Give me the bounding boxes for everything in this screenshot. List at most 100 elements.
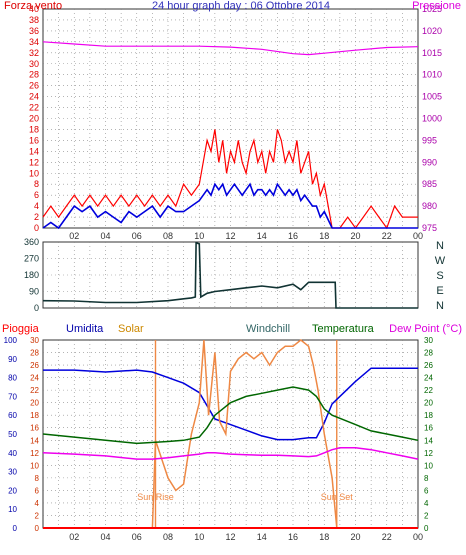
wind-tick-label: 24 [29,92,39,102]
time-tick-label: 00 [413,231,423,241]
direction-plot-series [42,241,418,309]
time-tick-label: 04 [100,231,110,241]
wind-tick-label: 28 [29,70,39,80]
temp-left-tick-label: 24 [30,374,39,383]
wind-tick-label: 32 [29,48,39,58]
time-tick-label: 22 [382,231,392,241]
time-tick-label: 02 [69,532,79,542]
time-tick-label: 16 [288,231,298,241]
wind-tick-label: 18 [29,124,39,134]
temp-right-tick-label: 6 [424,486,429,495]
humidity-axis: 0 10 20 30 40 50 60 70 80 90 100 [4,336,18,533]
temp-left-tick-label: 20 [30,399,39,408]
temp-right-tick-label: 26 [424,361,433,370]
wind-tick-label: 38 [29,15,39,25]
temp-left-tick-label: 16 [30,424,39,433]
temperature-legend: Temperatura [312,323,375,335]
temp-right-tick-label: 16 [424,424,433,433]
compass-letter: W [435,255,446,267]
temp-right-tick-label: 12 [424,449,433,458]
temp-right-tick-label: 10 [424,461,433,470]
pressure-tick-label: 1020 [422,26,442,36]
compass-letter: E [436,285,443,297]
dewpoint-line [42,447,419,460]
wind-tick-label: 8 [34,179,39,189]
wind-tick-label: 40 [29,4,39,14]
time-tick-label: 18 [319,231,329,241]
temp-right-tick-label: 24 [424,374,433,383]
temp-right-tick-label: 2 [424,511,429,520]
temperature-plot-grid [43,340,418,528]
wind-tick-label: 20 [29,114,39,124]
wind-tick-label: 26 [29,81,39,91]
direction-degrees-axis: 0 90 180 270 360 [24,237,39,313]
time-tick-label: 06 [132,231,142,241]
temp-right-tick-label: 28 [424,349,433,358]
time-tick-label: 18 [319,532,329,542]
humidity-tick-label: 0 [13,524,18,533]
pressure-tick-label: 990 [422,157,437,167]
temp-right-tick-label: 30 [424,336,433,345]
pressure-tick-label: 1005 [422,92,442,102]
humidity-tick-label: 30 [8,468,17,477]
temp-left-tick-label: 30 [30,336,39,345]
sunrise-annotation: Sun Rise [137,492,174,502]
windchill-line [42,386,419,445]
sunset-annotation: Sun Set [321,492,354,502]
direction-tick-label: 0 [34,303,39,313]
pressure-tick-label: 1000 [422,114,442,124]
time-tick-label: 00 [413,532,423,542]
pressure-line [42,41,419,56]
pressure-tick-label: 985 [422,179,437,189]
time-tick-label: 04 [100,532,110,542]
humidity-line [43,367,418,441]
time-tick-label: 02 [69,231,79,241]
wind-tick-label: 10 [29,168,39,178]
temp-right-tick-label: 0 [424,524,429,533]
wind-tick-label: 0 [34,223,39,233]
humidity-tick-label: 100 [4,336,18,345]
humidity-tick-label: 20 [8,486,17,495]
wind-tick-label: 6 [34,190,39,200]
time-tick-label: 12 [225,231,235,241]
time-tick-label: 14 [257,532,267,542]
wind-time-axis: 02 04 06 08 10 12 14 16 18 20 22 00 [69,231,423,241]
direction-tick-label: 360 [24,237,39,247]
time-tick-label: 16 [288,532,298,542]
time-tick-label: 10 [194,231,204,241]
wind-tick-label: 30 [29,59,39,69]
time-tick-label: 08 [163,532,173,542]
pressure-label: Pressione [412,0,461,12]
wind-tick-label: 16 [29,135,39,145]
solar-line [43,339,418,529]
wind-tick-label: 2 [34,212,39,222]
compass-letter: N [436,300,444,312]
temp-right-tick-label: 14 [424,436,433,445]
humidity-tick-label: 90 [8,355,17,364]
temp-right-tick-label: 22 [424,386,433,395]
wind-speed-label: Forza vento [4,0,62,12]
humidity-tick-label: 60 [8,411,17,420]
pressure-tick-label: 1010 [422,70,442,80]
pressure-tick-label: 980 [422,201,437,211]
time-tick-label: 12 [225,532,235,542]
humidity-legend: Umidita [66,323,104,335]
pressure-tick-label: 995 [422,135,437,145]
wind-plot-series [42,41,419,230]
temp-left-tick-label: 12 [30,449,39,458]
temp-left-tick-label: 8 [35,474,40,483]
time-tick-label: 14 [257,231,267,241]
time-tick-label: 20 [350,231,360,241]
pressure-tick-label: 975 [422,223,437,233]
temp-left-tick-label: 22 [30,386,39,395]
temp-left-tick-label: 18 [30,411,39,420]
time-tick-label: 08 [163,231,173,241]
temp-right-tick-label: 4 [424,499,429,508]
